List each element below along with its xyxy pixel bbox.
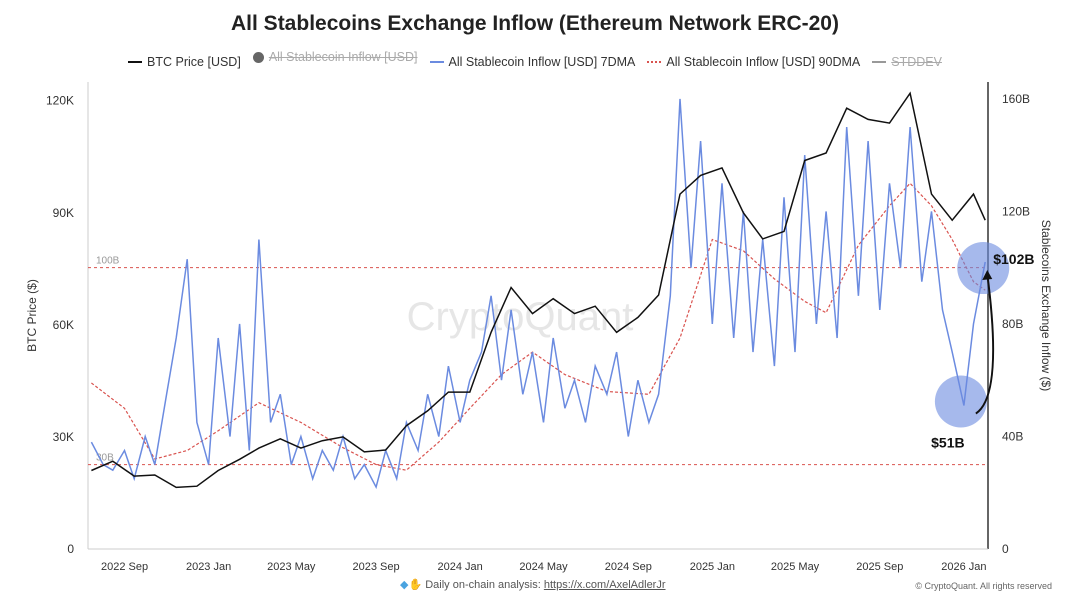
x-tick-label: 2025 Jan	[690, 561, 735, 573]
x-tick-label: 2023 May	[267, 561, 316, 573]
legend-item[interactable]: STDDEV	[872, 55, 942, 69]
legend-label: STDDEV	[891, 54, 942, 69]
x-tick-label: 2023 Sep	[353, 561, 400, 573]
threshold-label: 30B	[96, 453, 114, 464]
annotation-arrow	[975, 273, 995, 415]
footer: ◆✋ Daily on-chain analysis: https://x.co…	[400, 578, 666, 591]
annotation-label: $102B	[993, 251, 1034, 267]
legend: BTC Price [USD] All Stablecoin Inflow [US…	[0, 50, 1070, 69]
legend-item[interactable]: All Stablecoin Inflow [USD] 7DMA	[429, 54, 636, 69]
y-right-tick-label: 0	[1002, 542, 1009, 556]
x-tick-label: 2025 May	[771, 561, 820, 573]
threshold-label: 100B	[96, 256, 120, 267]
copyright: © CryptoQuant. All rights reserved	[915, 581, 1052, 591]
y-right-tick-label: 120B	[1002, 204, 1030, 218]
y-right-tick-label: 80B	[1002, 317, 1023, 331]
x-tick-label: 2026 Jan	[941, 561, 986, 573]
y-right-tick-label: 40B	[1002, 429, 1023, 443]
legend-swatch	[429, 60, 444, 63]
legend-swatch	[872, 60, 887, 63]
y-right-tick-label: 160B	[1002, 92, 1030, 106]
gem-icon: ◆	[400, 579, 409, 591]
y-left-tick-label: 90K	[53, 206, 74, 220]
x-tick-label: 2024 Sep	[605, 561, 652, 573]
legend-swatch	[647, 60, 662, 63]
chart-title: All Stablecoins Exchange Inflow (Ethereu…	[231, 12, 839, 35]
highlight-circle	[934, 375, 987, 428]
x-tick-label: 2025 Sep	[856, 561, 903, 573]
annotation-label: $51B	[931, 435, 964, 451]
footer-text: Daily on-chain analysis:	[425, 579, 541, 591]
legend-swatch	[252, 51, 264, 63]
x-tick-label: 2024 May	[519, 561, 568, 573]
legend-item[interactable]: BTC Price [USD]	[128, 55, 241, 69]
series-line	[91, 182, 986, 471]
legend-label: All Stablecoin Inflow [USD]	[268, 50, 418, 64]
y-left-axis-label: BTC Price ($)	[25, 279, 39, 352]
y-left-tick-label: 30K	[53, 430, 74, 444]
raised-hands-icon: ✋	[408, 579, 423, 591]
series-line	[90, 98, 986, 490]
highlight-circle	[957, 242, 1010, 295]
legend-label: All Stablecoin Inflow [USD] 90DMA	[666, 54, 861, 69]
legend-label: BTC Price [USD]	[147, 54, 241, 69]
legend-swatch	[128, 60, 143, 63]
y-left-tick-label: 0	[67, 542, 74, 556]
watermark: CryptoQuant	[407, 295, 634, 339]
x-tick-label: 2023 Jan	[186, 561, 231, 573]
series-line	[91, 91, 986, 489]
arrow-head	[982, 270, 993, 281]
y-left-tick-label: 120K	[46, 94, 74, 108]
legend-item[interactable]: All Stablecoin Inflow [USD]	[252, 50, 418, 64]
legend-item[interactable]: All Stablecoin Inflow [USD] 90DMA	[647, 55, 860, 69]
x-tick-label: 2022 Sep	[101, 561, 148, 573]
y-right-axis-label: Stablecoins Exchange Inflow ($)	[1039, 220, 1053, 391]
y-left-tick-label: 60K	[53, 318, 74, 332]
x-tick-label: 2024 Jan	[437, 561, 482, 573]
legend-label: All Stablecoin Inflow [USD] 7DMA	[448, 54, 636, 69]
footer-link[interactable]: https://x.com/AxelAdlerJr	[543, 579, 666, 591]
